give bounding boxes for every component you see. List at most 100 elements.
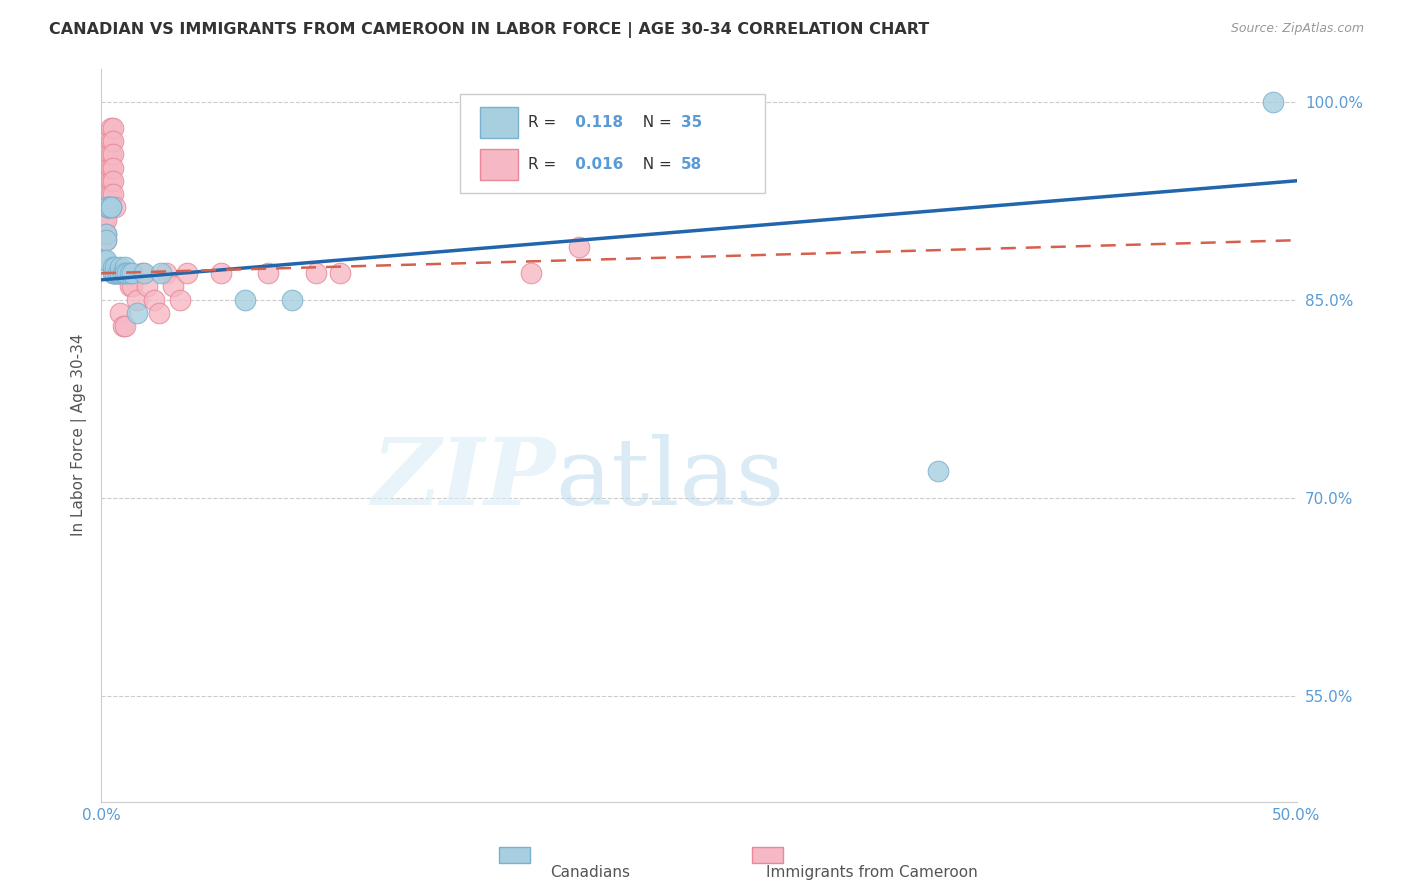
Point [110, 260, 132, 274]
Point [101, 161, 124, 175]
Point [155, 266, 177, 280]
Point [110, 306, 132, 320]
Point [125, 306, 148, 320]
Point [162, 279, 184, 293]
Point [101, 174, 124, 188]
Point [100, 147, 122, 161]
Point [94, 174, 117, 188]
Text: 58: 58 [681, 157, 702, 172]
Point [520, 266, 543, 280]
Point [117, 266, 139, 280]
Point [93, 186, 115, 201]
Point [100, 186, 122, 201]
Point [111, 266, 134, 280]
Point [118, 266, 141, 280]
Point [97, 186, 120, 201]
Text: Source: ZipAtlas.com: Source: ZipAtlas.com [1230, 22, 1364, 36]
Point [135, 279, 157, 293]
Point [101, 266, 124, 280]
Text: R =: R = [527, 157, 561, 172]
Point [114, 319, 136, 334]
Point [121, 266, 143, 280]
Point [927, 464, 949, 478]
Point [142, 293, 165, 307]
Point [94, 147, 117, 161]
Point [94, 227, 117, 241]
Point [233, 293, 256, 307]
Point [101, 134, 124, 148]
Text: atlas: atlas [555, 434, 785, 524]
Point [97, 200, 120, 214]
Point [97, 200, 120, 214]
Point [97, 161, 120, 175]
Point [104, 266, 127, 280]
Point [111, 266, 134, 280]
Point [107, 266, 129, 280]
Point [97, 200, 120, 214]
Text: Canadians: Canadians [551, 865, 630, 880]
Point [101, 186, 124, 201]
FancyBboxPatch shape [479, 107, 519, 138]
Point [148, 306, 170, 320]
Point [257, 266, 280, 280]
Point [93, 253, 115, 268]
Point [131, 266, 153, 280]
Point [104, 266, 127, 280]
Point [97, 200, 120, 214]
Point [100, 200, 122, 214]
Point [100, 161, 122, 175]
Point [169, 293, 191, 307]
Text: N =: N = [633, 115, 676, 130]
Point [100, 174, 122, 188]
Point [94, 161, 117, 175]
Point [107, 266, 129, 280]
Point [568, 240, 591, 254]
Point [93, 174, 115, 188]
Text: ZIP: ZIP [371, 434, 555, 524]
Point [329, 266, 352, 280]
Text: 0.118: 0.118 [569, 115, 623, 130]
Point [101, 120, 124, 135]
Point [117, 266, 139, 280]
FancyBboxPatch shape [460, 95, 765, 194]
Point [176, 266, 198, 280]
Point [101, 260, 124, 274]
Text: 0.016: 0.016 [569, 157, 623, 172]
Point [104, 260, 127, 274]
Point [94, 253, 117, 268]
Point [100, 120, 122, 135]
Point [93, 161, 115, 175]
Point [134, 266, 156, 280]
Point [97, 174, 120, 188]
Y-axis label: In Labor Force | Age 30-34: In Labor Force | Age 30-34 [72, 334, 87, 536]
Point [94, 200, 117, 214]
Point [93, 213, 115, 227]
FancyBboxPatch shape [499, 847, 530, 863]
Point [93, 200, 115, 214]
Point [100, 200, 122, 214]
Point [209, 266, 232, 280]
Point [97, 147, 120, 161]
Point [107, 266, 129, 280]
Point [281, 293, 304, 307]
Text: CANADIAN VS IMMIGRANTS FROM CAMEROON IN LABOR FORCE | AGE 30-34 CORRELATION CHAR: CANADIAN VS IMMIGRANTS FROM CAMEROON IN … [49, 22, 929, 38]
Point [125, 293, 148, 307]
Point [305, 266, 328, 280]
Point [101, 266, 124, 280]
Point [114, 266, 136, 280]
FancyBboxPatch shape [752, 847, 783, 863]
Point [97, 134, 120, 148]
Point [121, 279, 143, 293]
Point [94, 186, 117, 201]
Point [118, 279, 141, 293]
Point [94, 227, 117, 241]
Text: N =: N = [633, 157, 676, 172]
Point [101, 147, 124, 161]
Point [93, 186, 115, 201]
Point [107, 266, 129, 280]
Text: Immigrants from Cameroon: Immigrants from Cameroon [766, 865, 977, 880]
Point [111, 319, 134, 334]
Point [100, 134, 122, 148]
Point [110, 266, 132, 280]
Point [94, 233, 117, 247]
